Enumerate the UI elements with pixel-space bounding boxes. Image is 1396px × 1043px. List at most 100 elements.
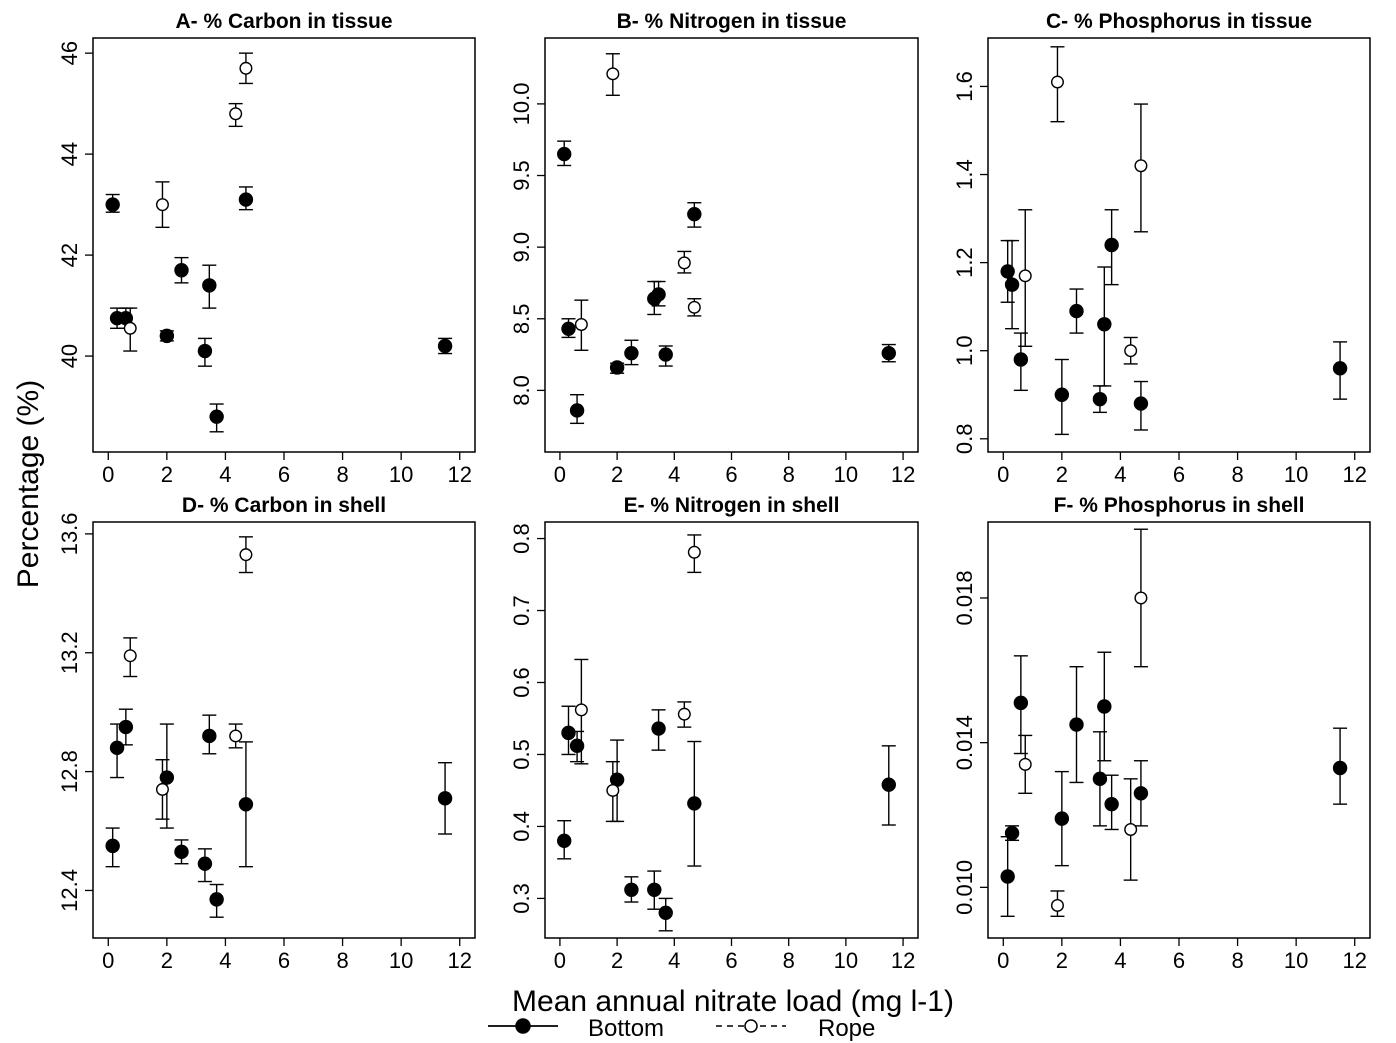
plot-frame xyxy=(544,37,919,453)
data-point-bottom xyxy=(159,770,175,785)
series-bottom xyxy=(1000,209,1348,436)
series-rope xyxy=(574,534,702,823)
data-point-rope xyxy=(1124,344,1138,358)
data-point-bottom xyxy=(1104,796,1119,812)
data-point-bottom xyxy=(238,797,254,812)
panel-title: A- % Carbon in tissue xyxy=(175,10,392,33)
data-point-bottom xyxy=(1054,811,1070,826)
series-bottom xyxy=(105,708,453,918)
data-point-bottom xyxy=(1104,237,1119,253)
x-tick-label: 6 xyxy=(725,948,737,973)
x-tick-label: 0 xyxy=(554,948,566,973)
x-tick-label: 2 xyxy=(1056,462,1068,487)
panel-title: E- % Nitrogen in shell xyxy=(624,494,840,517)
data-point-bottom xyxy=(651,287,666,302)
y-tick-label: 0.014 xyxy=(952,715,977,770)
x-tick-label: 10 xyxy=(389,948,413,973)
data-point-rope xyxy=(1018,269,1032,283)
y-tick-label: 1.6 xyxy=(952,71,977,102)
x-tick-label: 12 xyxy=(447,462,471,487)
data-point-bottom xyxy=(105,838,120,854)
panel-title: B- % Nitrogen in tissue xyxy=(617,10,847,33)
data-point-rope xyxy=(574,318,588,332)
y-tick-label: 1.0 xyxy=(952,335,977,366)
panel-d: D- % Carbon in shell 0 2 4 6 8 10 12 12.4 12.8 13.… xyxy=(57,494,476,973)
x-tick-label: 10 xyxy=(834,462,858,487)
x-tick-label: 6 xyxy=(725,462,737,487)
y-tick-label: 46 xyxy=(57,41,82,65)
legend-bottom-marker xyxy=(515,1018,531,1034)
data-point-bottom xyxy=(609,360,625,375)
y-tick-label: 44 xyxy=(57,142,82,166)
data-point-rope xyxy=(1050,75,1064,89)
y-tick-label: 9.0 xyxy=(509,232,534,263)
data-point-bottom xyxy=(658,347,673,362)
x-tick-label: 8 xyxy=(783,462,795,487)
data-point-bottom xyxy=(1000,264,1015,279)
data-point-bottom xyxy=(1013,695,1029,711)
series-bottom xyxy=(1000,651,1348,917)
x-tick-label: 12 xyxy=(1342,948,1366,973)
y-tick-label: 12.8 xyxy=(57,750,82,793)
y-tick-label: 0.4 xyxy=(509,811,534,842)
x-tick-label: 12 xyxy=(1342,462,1366,487)
data-point-bottom xyxy=(1332,760,1348,776)
data-point-bottom xyxy=(109,740,125,756)
data-point-bottom xyxy=(561,321,576,337)
data-point-rope xyxy=(606,67,620,81)
data-point-rope xyxy=(1018,757,1032,771)
data-point-rope xyxy=(239,548,253,562)
data-point-bottom xyxy=(1069,303,1084,319)
x-tick-label: 6 xyxy=(278,462,290,487)
x-tick-label: 0 xyxy=(554,462,566,487)
data-point-bottom xyxy=(1133,396,1149,411)
x-tick-label: 10 xyxy=(1284,462,1308,487)
data-point-rope xyxy=(687,545,701,559)
legend-bottom-label: Bottom xyxy=(588,1015,664,1042)
y-tick-label: 0.3 xyxy=(509,883,534,914)
data-point-rope xyxy=(1050,898,1064,912)
x-tick-label: 4 xyxy=(1114,462,1126,487)
data-point-bottom xyxy=(561,725,576,741)
data-point-bottom xyxy=(557,833,572,849)
data-point-bottom xyxy=(1332,361,1348,376)
series-bottom xyxy=(557,140,896,425)
panel-title: C- % Phosphorus in tissue xyxy=(1046,10,1312,33)
series-bottom xyxy=(105,186,453,433)
data-point-rope xyxy=(123,321,137,335)
plot-frame xyxy=(987,37,1371,453)
data-point-rope xyxy=(1124,822,1138,836)
x-tick-label: 12 xyxy=(891,948,915,973)
series-bottom xyxy=(557,705,896,932)
x-tick-label: 0 xyxy=(102,948,114,973)
data-point-bottom xyxy=(1097,317,1112,332)
x-tick-label: 8 xyxy=(1231,462,1243,487)
x-tick-label: 4 xyxy=(219,948,231,973)
plot-frame xyxy=(92,521,476,939)
x-tick-label: 8 xyxy=(336,462,348,487)
data-point-bottom xyxy=(197,343,213,359)
data-point-bottom xyxy=(881,345,896,361)
x-tick-label: 4 xyxy=(668,948,680,973)
plot-frame xyxy=(544,521,919,939)
x-tick-label: 0 xyxy=(997,948,1009,973)
x-tick-label: 6 xyxy=(1173,462,1185,487)
data-point-bottom xyxy=(238,192,254,207)
data-point-bottom xyxy=(209,409,224,424)
y-tick-label: 0.5 xyxy=(509,739,534,770)
y-tick-label: 42 xyxy=(57,243,82,267)
x-tick-label: 8 xyxy=(1231,948,1243,973)
data-point-bottom xyxy=(1133,786,1149,801)
y-tick-label: 13.6 xyxy=(57,512,82,555)
x-tick-label: 4 xyxy=(1114,948,1126,973)
x-tick-label: 4 xyxy=(219,462,231,487)
data-point-bottom xyxy=(687,207,702,222)
data-point-bottom xyxy=(1097,699,1112,714)
x-tick-label: 2 xyxy=(611,948,623,973)
data-point-bottom xyxy=(687,796,702,811)
y-tick-label: 0.010 xyxy=(952,860,977,915)
y-tick-label: 13.2 xyxy=(57,631,82,674)
panel-c: C- % Phosphorus in tissue 0 2 4 6 8 10 12 0.8 1.0… xyxy=(952,10,1371,487)
